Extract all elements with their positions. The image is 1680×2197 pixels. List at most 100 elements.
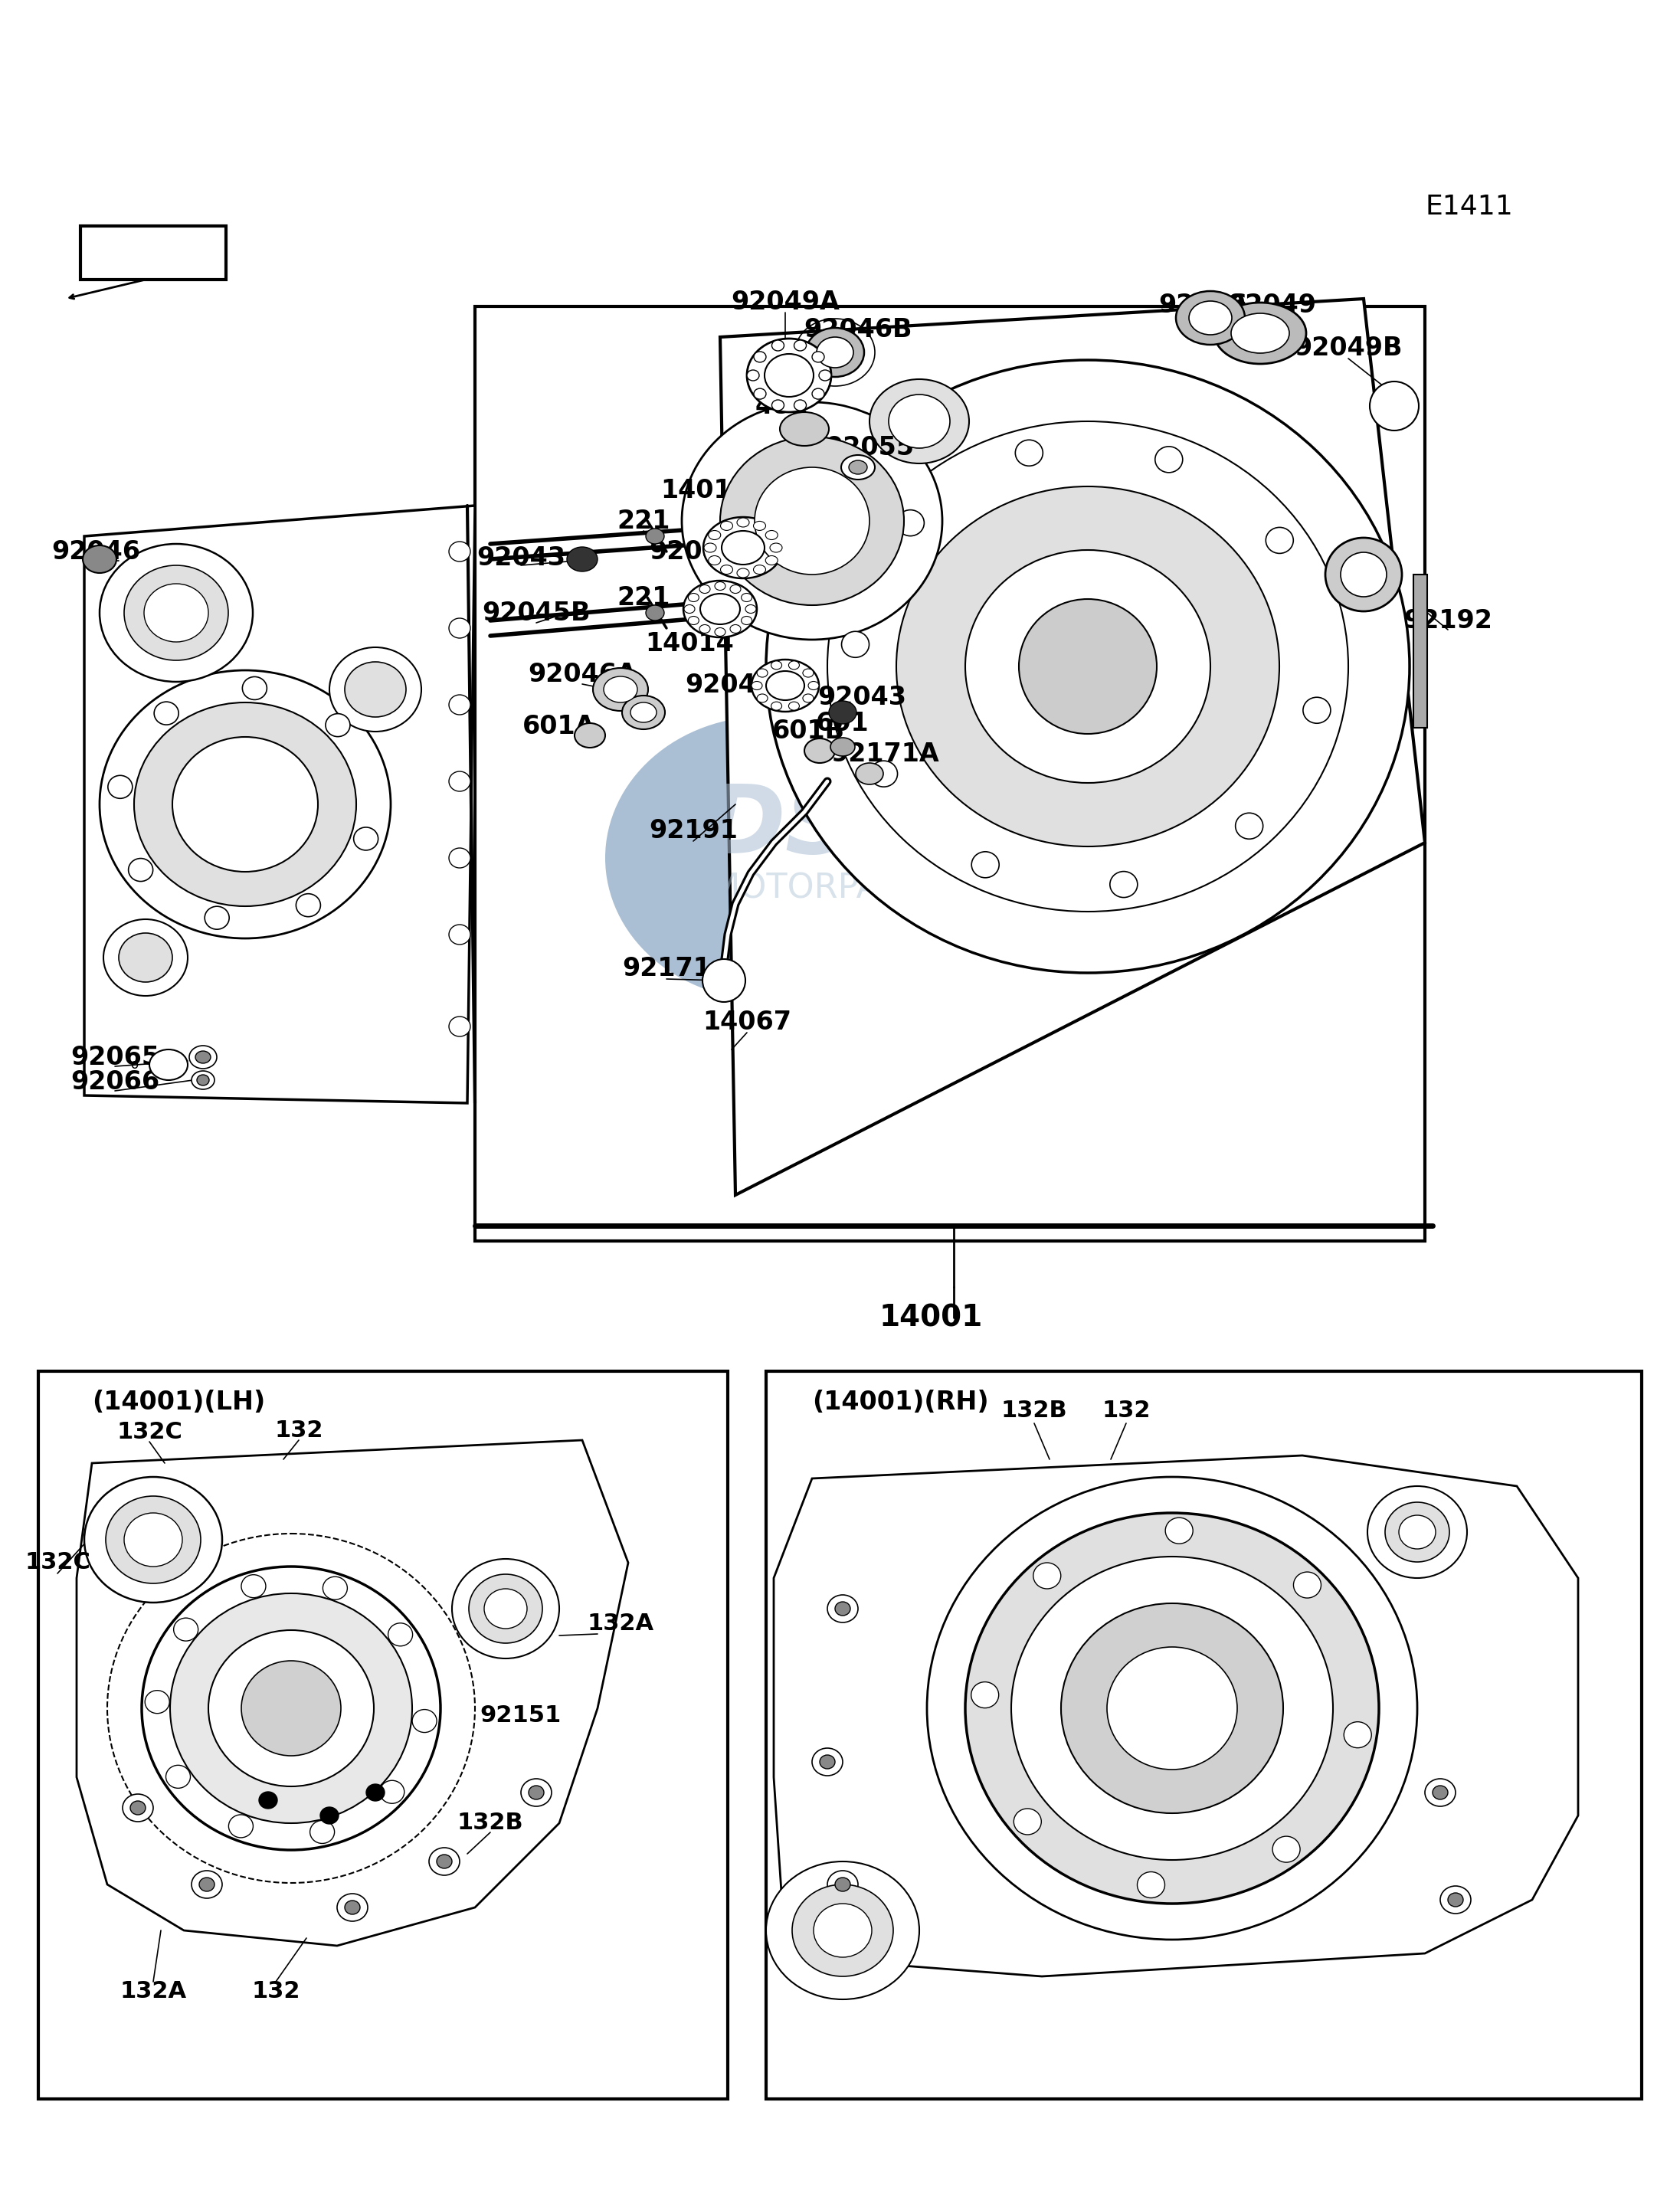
Ellipse shape [452, 1560, 559, 1659]
Ellipse shape [738, 569, 749, 578]
Ellipse shape [106, 1496, 200, 1584]
Ellipse shape [449, 543, 470, 562]
Ellipse shape [296, 894, 321, 916]
Text: DSM: DSM [706, 780, 949, 874]
Ellipse shape [1137, 1872, 1164, 1898]
Ellipse shape [1231, 314, 1289, 354]
Ellipse shape [816, 336, 853, 367]
Text: 14014: 14014 [660, 477, 749, 503]
Text: 132: 132 [274, 1419, 323, 1441]
Ellipse shape [771, 661, 781, 670]
Ellipse shape [870, 760, 897, 787]
Text: 601: 601 [816, 712, 869, 736]
Ellipse shape [771, 400, 785, 411]
Text: 92171A: 92171A [830, 743, 939, 767]
Ellipse shape [827, 1595, 858, 1621]
Ellipse shape [99, 545, 252, 681]
Ellipse shape [848, 461, 867, 475]
Ellipse shape [835, 1878, 850, 1892]
Ellipse shape [449, 1017, 470, 1037]
Text: 132: 132 [1102, 1399, 1151, 1421]
Ellipse shape [766, 1861, 919, 1999]
Ellipse shape [388, 1624, 413, 1646]
Ellipse shape [449, 848, 470, 868]
Text: 92043: 92043 [477, 545, 566, 571]
Ellipse shape [131, 1802, 146, 1815]
Ellipse shape [1369, 382, 1420, 431]
Ellipse shape [771, 701, 781, 710]
Ellipse shape [704, 543, 716, 551]
Text: 132A: 132A [119, 1979, 186, 2004]
Ellipse shape [242, 677, 267, 699]
Ellipse shape [192, 1870, 222, 1898]
Ellipse shape [966, 549, 1210, 782]
Ellipse shape [170, 1593, 412, 1824]
Ellipse shape [769, 543, 783, 551]
Ellipse shape [323, 1577, 348, 1599]
Ellipse shape [722, 532, 764, 565]
Ellipse shape [1294, 1573, 1320, 1597]
Ellipse shape [803, 668, 813, 677]
Ellipse shape [830, 738, 855, 756]
Ellipse shape [754, 352, 766, 363]
Ellipse shape [469, 1575, 543, 1643]
Ellipse shape [141, 1566, 440, 1850]
Text: 92046A: 92046A [528, 661, 637, 688]
Ellipse shape [123, 1795, 153, 1821]
Text: FRONT: FRONT [104, 239, 202, 266]
Polygon shape [84, 505, 475, 1103]
Ellipse shape [166, 1764, 190, 1788]
Ellipse shape [344, 661, 407, 716]
Ellipse shape [731, 624, 741, 633]
Ellipse shape [593, 668, 648, 712]
Ellipse shape [788, 701, 800, 710]
Ellipse shape [144, 1689, 170, 1714]
Ellipse shape [766, 670, 805, 701]
Ellipse shape [721, 437, 904, 604]
Ellipse shape [780, 413, 828, 446]
Ellipse shape [795, 400, 806, 411]
Ellipse shape [208, 1630, 375, 1786]
Ellipse shape [338, 1894, 368, 1920]
Ellipse shape [741, 593, 753, 602]
Ellipse shape [155, 701, 178, 725]
Text: A: A [717, 973, 731, 989]
Ellipse shape [412, 1709, 437, 1733]
Ellipse shape [1448, 1894, 1463, 1907]
Text: 92049A: 92049A [731, 290, 840, 314]
Text: 92192: 92192 [1403, 609, 1492, 633]
Ellipse shape [144, 584, 208, 642]
Ellipse shape [449, 925, 470, 945]
Ellipse shape [766, 529, 778, 540]
Ellipse shape [124, 1514, 183, 1566]
Ellipse shape [192, 1070, 215, 1090]
Ellipse shape [753, 521, 766, 529]
Ellipse shape [1440, 1885, 1472, 1914]
Ellipse shape [820, 1755, 835, 1769]
Ellipse shape [714, 628, 726, 637]
Ellipse shape [205, 907, 228, 929]
Ellipse shape [788, 661, 800, 670]
Ellipse shape [128, 859, 153, 881]
Text: 92065: 92065 [71, 1044, 160, 1070]
Ellipse shape [811, 1749, 843, 1775]
Ellipse shape [449, 617, 470, 637]
Text: 92066: 92066 [71, 1070, 160, 1094]
Ellipse shape [197, 1074, 208, 1085]
Ellipse shape [1166, 1518, 1193, 1544]
Text: 14001: 14001 [879, 1303, 983, 1331]
Text: 132B: 132B [1001, 1399, 1067, 1421]
Ellipse shape [449, 694, 470, 714]
Text: 92049B: 92049B [1294, 336, 1403, 360]
Bar [475, 305, 1425, 1241]
Ellipse shape [1272, 1837, 1300, 1863]
Ellipse shape [603, 677, 637, 703]
Text: 92046: 92046 [1158, 292, 1247, 319]
Ellipse shape [721, 565, 732, 573]
Ellipse shape [842, 631, 869, 657]
Ellipse shape [746, 604, 756, 613]
Ellipse shape [1013, 1808, 1042, 1834]
Ellipse shape [1107, 1648, 1236, 1769]
Text: A: A [1388, 398, 1401, 413]
Ellipse shape [795, 341, 806, 352]
